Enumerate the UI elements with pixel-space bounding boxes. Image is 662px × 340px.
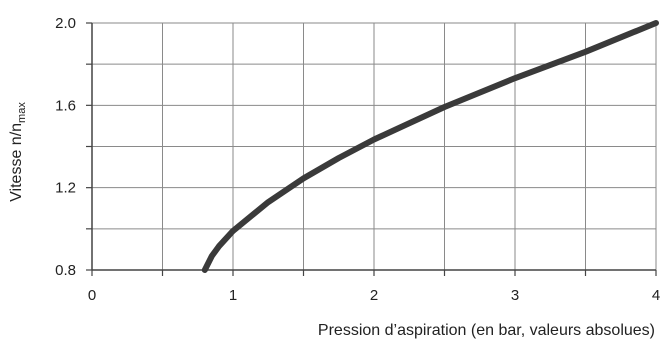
tick-labels: 0 1 2 3 4 0.8 1.2 1.6 2.0 — [55, 15, 660, 304]
series-layer — [201, 20, 659, 273]
y-tick-label: 2.0 — [55, 15, 76, 32]
x-tick-label: 1 — [229, 287, 237, 304]
axes — [86, 22, 657, 276]
y-axis-label: Vitesse n/nmax — [8, 102, 28, 202]
y-axis-label-subscript: max — [16, 102, 28, 123]
x-tick-label: 0 — [88, 287, 96, 304]
x-tick-label: 3 — [511, 287, 519, 304]
x-axis-label: Pression d’aspiration (en bar, valeurs a… — [318, 322, 655, 339]
x-tick-label: 4 — [652, 287, 660, 304]
x-tick-label: 2 — [370, 287, 378, 304]
y-tick-label: 0.8 — [55, 262, 76, 279]
y-axis-label-main: Vitesse n/n — [8, 123, 25, 202]
y-tick-label: 1.6 — [55, 97, 76, 114]
y-tick-label: 1.2 — [55, 180, 76, 197]
series-line — [201, 20, 659, 273]
